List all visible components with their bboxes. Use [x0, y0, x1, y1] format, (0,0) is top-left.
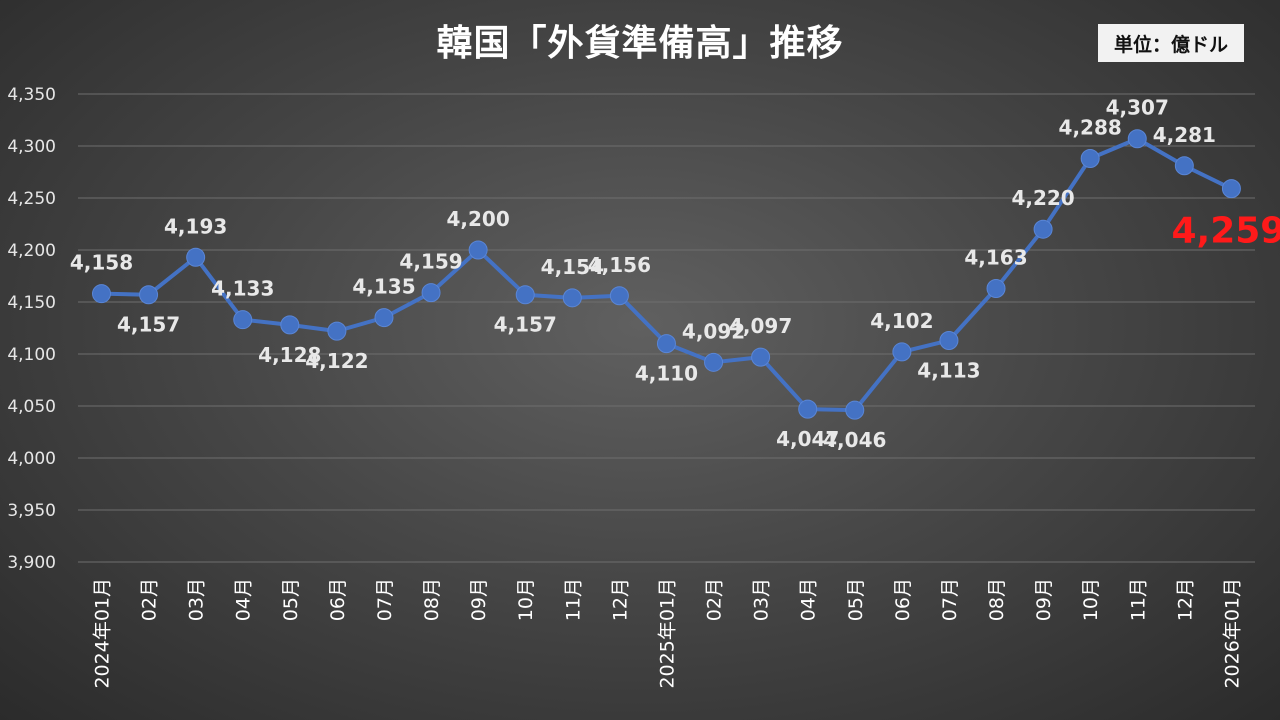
data-point: [1174, 156, 1194, 176]
y-axis-ticks: 3,900 3,950 4,000 4,050 4,100 4,150 4,200 4,250…: [7, 85, 56, 573]
y-tick-label: 3,950: [7, 501, 56, 521]
data-label-highlight: 4,259: [1171, 211, 1280, 252]
data-point: [421, 283, 441, 303]
data-point: [939, 330, 959, 350]
data-point: [327, 321, 347, 341]
x-tick-label: 05月: [280, 578, 302, 621]
x-tick-label: 02月: [139, 578, 161, 621]
data-label: 4,163: [964, 245, 1027, 269]
y-tick-label: 4,000: [7, 449, 56, 469]
data-point: [515, 285, 535, 305]
chart-title: 韓国「外貨準備高」推移: [436, 23, 844, 64]
data-label: 4,281: [1153, 123, 1216, 147]
x-tick-label: 11月: [1127, 578, 1149, 621]
data-point: [1080, 148, 1100, 168]
x-tick-label: 02月: [704, 578, 726, 621]
data-label: 4,220: [1011, 186, 1074, 210]
x-tick-label: 2024年01月: [92, 578, 114, 689]
x-tick-label: 10月: [1080, 578, 1102, 621]
x-tick-label: 09月: [468, 578, 490, 621]
data-point: [798, 399, 818, 419]
x-tick-label: 06月: [327, 578, 349, 621]
data-point: [139, 285, 159, 305]
data-point: [92, 284, 111, 304]
data-label: 4,122: [305, 349, 368, 373]
y-tick-label: 4,300: [7, 137, 56, 157]
data-label: 4,133: [211, 277, 274, 301]
y-tick-label: 4,200: [7, 241, 56, 261]
x-tick-label: 07月: [939, 578, 961, 621]
unit-label: 単位：億ドル: [1098, 24, 1244, 62]
data-point: [609, 286, 629, 306]
data-label: 4,159: [399, 250, 462, 274]
x-tick-label: 04月: [798, 578, 820, 621]
y-tick-label: 3,900: [7, 553, 56, 573]
data-label: 4,113: [917, 358, 980, 382]
x-tick-label: 2025年01月: [656, 578, 678, 689]
data-label: 4,047: [776, 427, 839, 451]
y-tick-label: 4,350: [7, 85, 56, 105]
x-tick-label: 05月: [845, 578, 867, 621]
data-point: [704, 352, 724, 372]
x-tick-label: 12月: [1174, 578, 1196, 621]
y-tick-label: 4,050: [7, 397, 56, 417]
data-point: [751, 347, 771, 367]
data-point: [186, 247, 206, 267]
data-point: [280, 315, 300, 335]
data-label: 4,200: [447, 207, 510, 231]
data-point: [233, 310, 253, 330]
x-tick-label: 2026年01月: [1221, 578, 1243, 689]
data-label: 4,156: [588, 253, 651, 277]
x-tick-label: 06月: [892, 578, 914, 621]
x-tick-label: 10月: [515, 578, 537, 621]
data-label: 4,097: [729, 314, 792, 338]
x-tick-label: 12月: [609, 578, 631, 621]
data-label: 4,046: [823, 428, 886, 452]
data-label: 4,157: [494, 313, 557, 337]
data-point: [656, 334, 676, 354]
x-tick-label: 03月: [751, 578, 773, 621]
data-point: [845, 400, 865, 420]
x-tick-label: 08月: [421, 578, 443, 621]
x-tick-label: 08月: [986, 578, 1008, 621]
data-points: [92, 129, 1241, 420]
grid-lines: [78, 93, 1255, 563]
data-label: 4,307: [1106, 96, 1169, 120]
x-tick-label: 04月: [233, 578, 255, 621]
data-label: 4,102: [870, 309, 933, 333]
data-point: [1033, 219, 1053, 239]
y-tick-label: 4,150: [7, 293, 56, 313]
data-label: 4,157: [117, 313, 180, 337]
data-point: [1221, 179, 1241, 199]
data-point: [468, 240, 488, 260]
data-label: 4,193: [164, 214, 227, 238]
data-point: [562, 288, 582, 308]
data-label: 4,158: [70, 251, 133, 275]
x-tick-label: 11月: [562, 578, 584, 621]
data-label: 4,154: [541, 255, 604, 279]
data-point: [374, 308, 394, 328]
y-tick-label: 4,250: [7, 189, 56, 209]
data-point: [986, 278, 1006, 298]
x-axis-ticks: 2024年01月 02月 03月 04月 05月 06月 07月 08月 09月 10月 11月 12…: [92, 578, 1244, 689]
x-tick-label: 07月: [374, 578, 396, 621]
data-label: 4,110: [635, 362, 698, 386]
data-point: [1127, 129, 1147, 149]
data-label: 4,288: [1059, 115, 1122, 139]
data-point: [892, 342, 912, 362]
y-tick-label: 4,100: [7, 345, 56, 365]
x-tick-label: 03月: [186, 578, 208, 621]
data-label: 4,128: [258, 343, 321, 367]
x-tick-label: 09月: [1033, 578, 1055, 621]
data-label: 4,092: [682, 319, 745, 343]
data-label: 4,135: [352, 275, 415, 299]
